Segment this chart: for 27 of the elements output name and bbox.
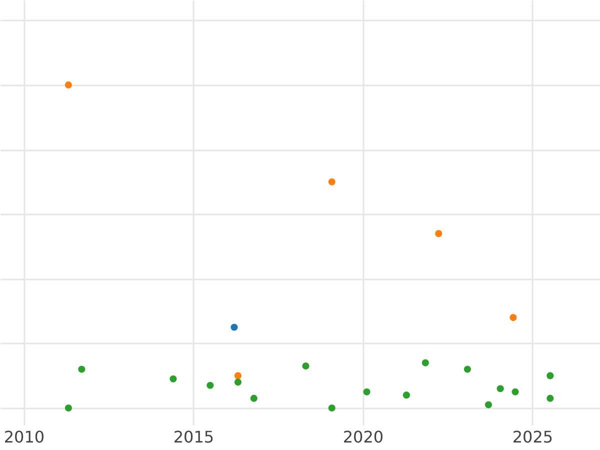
point <box>484 401 492 408</box>
point <box>496 385 504 392</box>
point <box>328 404 336 412</box>
point <box>435 230 442 238</box>
point <box>64 81 72 88</box>
point <box>328 178 336 186</box>
point <box>250 394 258 402</box>
point <box>363 388 370 396</box>
point <box>512 388 519 396</box>
point <box>78 366 86 373</box>
point <box>546 394 554 402</box>
point <box>422 359 429 366</box>
point <box>402 392 410 399</box>
x-tick-label: 2010 <box>4 428 45 446</box>
x-tick-label: 2020 <box>342 428 384 446</box>
point <box>170 375 177 382</box>
point <box>302 362 310 370</box>
point <box>510 314 517 322</box>
point <box>546 372 554 380</box>
point <box>64 404 72 412</box>
point <box>206 382 214 389</box>
point <box>234 372 242 380</box>
point <box>230 324 238 331</box>
x-tick-label: 2025 <box>512 428 554 446</box>
point <box>234 378 242 386</box>
point <box>464 366 471 373</box>
x-tick-label: 2015 <box>173 428 214 446</box>
